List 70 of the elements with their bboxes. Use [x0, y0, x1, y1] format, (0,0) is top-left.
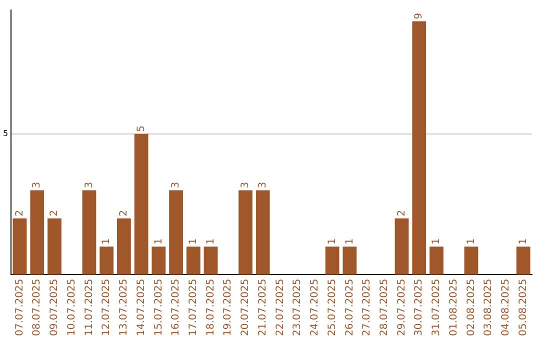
bar [117, 218, 131, 275]
data-label: 5 [136, 126, 147, 132]
x-tick-label: 07.07.2025 [14, 278, 26, 336]
x-tick-label: 18.07.2025 [205, 278, 216, 336]
x-tick-label: 01.08.2025 [448, 278, 460, 336]
bar [325, 246, 340, 275]
data-label: 3 [240, 182, 252, 188]
x-tick-label: 24.07.2025 [310, 278, 321, 336]
data-label: 1 [518, 238, 529, 245]
x-tick-label: 30.07.2025 [414, 278, 425, 336]
data-label: 3 [32, 182, 43, 188]
x-tick-label: 25.07.2025 [326, 278, 338, 336]
x-tick-label: 27.07.2025 [362, 278, 373, 336]
data-label: 2 [118, 210, 130, 216]
data-label: 1 [326, 238, 338, 245]
x-tick-label: 10.07.2025 [66, 278, 78, 336]
bar [412, 21, 426, 275]
x-tick-label: 04.08.2025 [500, 278, 512, 336]
data-label: 1 [101, 238, 112, 245]
x-tick-label: 15.07.2025 [153, 278, 164, 336]
x-tick-label: 03.08.2025 [483, 278, 494, 336]
x-tick-label: 11.07.2025 [84, 278, 95, 336]
bar [516, 246, 530, 275]
x-tick-label: 12.07.2025 [101, 278, 112, 336]
data-label: 3 [257, 182, 268, 188]
x-tick-label: 23.07.2025 [292, 278, 304, 336]
x-tick-label: 14.07.2025 [136, 278, 147, 336]
data-label: 1 [153, 238, 164, 245]
x-tick-label: 17.07.2025 [188, 278, 199, 336]
data-label: 1 [344, 238, 356, 245]
bar [204, 246, 218, 275]
bar [12, 218, 27, 275]
x-tick-label: 20.07.2025 [240, 278, 252, 336]
bar [430, 246, 444, 275]
x-tick-label: 22.07.2025 [274, 278, 286, 336]
x-tick-label: 29.07.2025 [396, 278, 408, 336]
x-tick-label: 19.07.2025 [222, 278, 234, 336]
data-label: 9 [414, 12, 425, 20]
x-tick-label: 28.07.2025 [379, 278, 390, 336]
data-label: 1 [431, 238, 442, 245]
bar [100, 246, 114, 275]
x-tick-label: 26.07.2025 [344, 278, 356, 336]
x-tick-label: 21.07.2025 [257, 278, 268, 336]
x-tick-label: 02.08.2025 [466, 278, 477, 336]
bar [394, 218, 409, 275]
bar [82, 190, 96, 275]
x-tick-label: 31.07.2025 [431, 278, 442, 336]
x-tick-label: 05.08.2025 [518, 278, 529, 336]
x-tick-label: 16.07.2025 [170, 278, 182, 336]
bar [186, 246, 200, 275]
bar [342, 246, 357, 275]
data-label: 1 [188, 238, 199, 245]
bar [169, 190, 183, 275]
data-label: 1 [205, 238, 216, 245]
data-label: 1 [466, 238, 477, 245]
bar [152, 246, 166, 275]
bar [48, 218, 62, 275]
bar [464, 246, 478, 275]
bar [256, 190, 270, 275]
bar [30, 190, 44, 275]
x-tick-label: 13.07.2025 [118, 278, 130, 336]
data-label: 2 [49, 210, 60, 216]
x-tick-label: 09.07.2025 [49, 278, 60, 336]
data-label: 2 [14, 210, 26, 216]
data-label: 3 [170, 182, 182, 188]
data-label: 3 [84, 182, 95, 188]
bar [238, 190, 252, 275]
bar [134, 134, 148, 275]
x-tick-label: 08.07.2025 [32, 278, 43, 336]
data-label: 2 [396, 210, 408, 216]
